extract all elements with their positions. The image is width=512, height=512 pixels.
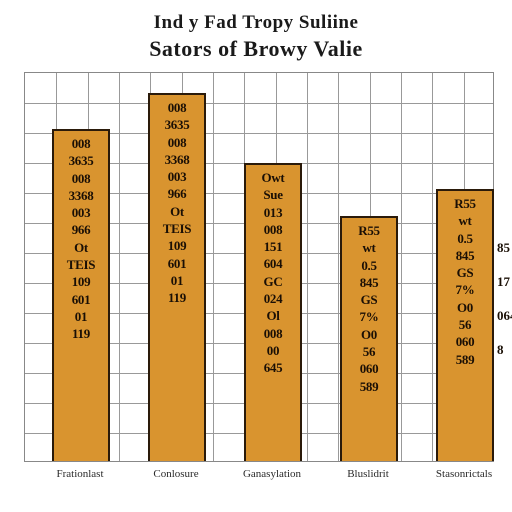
bar-values-0: 008 3635 008 3368 003 966 Ot TEIS 109 601 01 119 [54,137,108,342]
bar-value: 0.5 [457,232,472,246]
bar-values-4: R55 wt 0.5 845 GS 7% O0 56 060 589 [438,197,492,367]
bar-values-1: 008 3635 008 3368 003 966 Ot TEIS 109 601 01 119 [150,101,204,306]
bar-value: 008 [72,137,91,151]
bar-value: 966 [168,187,187,201]
bar-value: TEIS [67,258,95,272]
bar-value: 008 [168,101,187,115]
bar-value: 3368 [165,153,190,167]
bar-value: Ot [170,205,184,219]
bar-value: R55 [454,197,476,211]
bar-value: 109 [72,275,91,289]
plot-area: 00836350083368003966OtTEIS10960101119008… [24,72,494,462]
bar-value: 01 [171,274,183,288]
x-label-4: Stasonrictals [436,468,492,480]
title-line-1: Ind y Fad Tropy Suliine [0,12,512,34]
bar-value: wt [458,214,471,228]
bar-value: 008 [168,136,187,150]
bar-value: 060 [360,362,379,376]
bar-value: Sue [263,188,282,202]
bar-value: GS [361,293,378,307]
bar-value: GS [457,266,474,280]
bar-value: Ot [74,241,88,255]
bar-value: Owt [262,171,285,185]
bar-value: 024 [264,292,283,306]
bar-value: 56 [363,345,375,359]
bar-2: Owt Sue 013 008 151 604 GC 024 Ol 008 00 645 [244,163,302,461]
margin-value: 85 [497,240,512,256]
bar-value: 601 [168,257,187,271]
bar-value: 604 [264,257,283,271]
bar-value: 845 [456,249,475,263]
bar-value: 3635 [69,154,94,168]
bar-value: 56 [459,318,471,332]
grid-line-h [25,103,493,104]
bar-value: 003 [72,206,91,220]
x-axis-labels: Frationlast Conlosure Ganasylation Bluslidr… [24,468,494,498]
bar-value: 7% [360,310,379,324]
bar-value: 008 [264,327,283,341]
bar-value: 645 [264,361,283,375]
x-label-3: Bluslidrit [347,468,389,480]
bar-1: 008 3635 008 3368 003 966 Ot TEIS 109 601 01 119 [148,93,206,461]
bar-value: 3368 [69,189,94,203]
x-label-1: Conlosure [153,468,198,480]
bar-value: 601 [72,293,91,307]
bar-value: 7% [456,283,475,297]
grid-line-v [432,73,433,461]
bar-value: 003 [168,170,187,184]
title-line-2: Sators of Browy Valie [0,36,512,62]
bar-value: 589 [456,353,475,367]
bar-value: 00 [267,344,279,358]
x-label-2: Ganasylation [243,468,301,480]
x-label-0: Frationlast [56,468,103,480]
bar-value: 060 [456,335,475,349]
bar-value: 008 [264,223,283,237]
margin-value: 8 [497,342,512,358]
bar-value: TEIS [163,222,191,236]
bar-values-2: Owt Sue 013 008 151 604 GC 024 Ol 008 00 645 [246,171,300,376]
bar-value: 845 [360,276,379,290]
bar-value: 119 [72,327,90,341]
margin-value: 17 [497,274,512,290]
bar-value: 0.5 [361,259,376,273]
bar-value: 119 [168,291,186,305]
bar-value: 109 [168,239,187,253]
bar-3: R55 wt 0.5 845 GS 7% O0 56 060 589 [340,216,398,461]
grid-line-v [307,73,308,461]
bar-0: 008 3635 008 3368 003 966 Ot TEIS 109 601 01 119 [52,129,110,461]
bar-value: O0 [457,301,473,315]
bar-value: wt [362,241,375,255]
bar-value: GC [264,275,283,289]
right-margin-text: 85 17 064 8 [497,240,512,358]
margin-value: 064 [497,308,512,324]
bar-4: R55 wt 0.5 845 GS 7% O0 56 060 589 [436,189,494,461]
bar-value: 013 [264,206,283,220]
bar-value: 008 [72,172,91,186]
chart-title: Ind y Fad Tropy Suliine Sators of Browy … [0,12,512,62]
bar-value: O0 [361,328,377,342]
grid-line-v [401,73,402,461]
chart-container: Ind y Fad Tropy Suliine Sators of Browy … [0,0,512,512]
bar-values-3: R55 wt 0.5 845 GS 7% O0 56 060 589 [342,224,396,394]
bar-value: 3635 [165,118,190,132]
bar-value: 151 [264,240,283,254]
bar-value: 01 [75,310,87,324]
bar-value: 589 [360,380,379,394]
bar-value: 966 [72,223,91,237]
grid-line-v [213,73,214,461]
grid-line-v [119,73,120,461]
bar-value: R55 [358,224,380,238]
bar-value: Ol [266,309,279,323]
